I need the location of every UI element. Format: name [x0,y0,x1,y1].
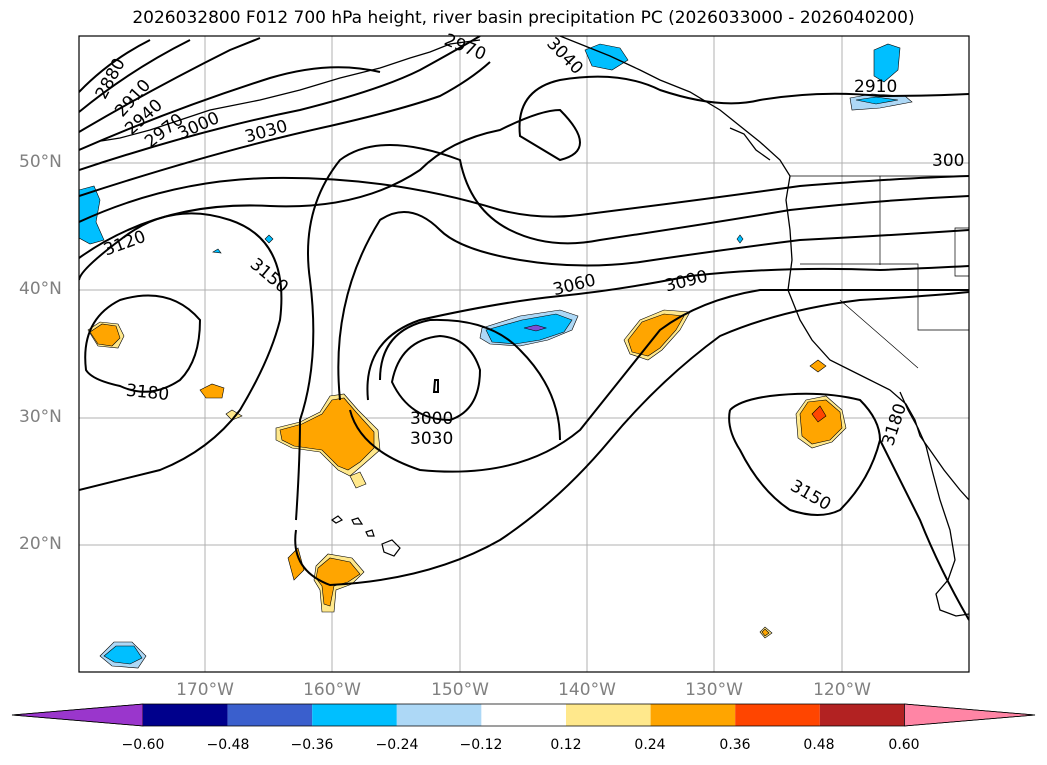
shade-west-blue [79,185,105,245]
precip-shading [79,43,913,669]
contour-label: 3040 [542,34,586,79]
lat-label-30n: 30°N [19,407,62,427]
colorbar-bin [396,704,482,726]
colorbar-outline [11,703,1036,727]
colorbar-bin [227,704,313,726]
contour-label: 3180 [879,401,911,448]
contour-label: 300 [932,151,964,171]
contour-label: 3180 [125,381,170,405]
borders [790,175,969,369]
contour-label: 3090 [663,267,710,297]
plot-frame [78,35,970,673]
contour-label: 2970 [441,30,489,65]
colorbar-tick: 0.12 [550,737,582,753]
colorbar-bin [143,704,228,726]
lat-label-50n: 50°N [19,152,62,172]
contour-label: 3150 [246,254,292,297]
colorbar-tick: −0.48 [206,737,250,753]
colorbar [11,703,1036,727]
hawaii-islands [330,515,401,557]
colorbar-tick: −0.36 [290,737,334,753]
colorbar-bin [650,704,736,726]
contour-label: 3060 [551,270,598,300]
colorbar-bin [481,704,566,726]
coastlines [100,36,969,617]
lon-label-120w: 120°W [813,680,871,700]
colorbar-tick: 0.60 [888,737,920,753]
shade-ne-blue [873,43,901,83]
contour-label: 2910 [854,77,897,97]
colorbar-tick: −0.24 [375,737,419,753]
colorbar-bin [819,704,905,726]
contour-label: 3000 [410,409,453,429]
colorbar-tick: 0.24 [634,737,666,753]
colorbar-bin [312,704,397,726]
colorbar-extend-low [11,703,144,727]
height-contours [79,36,969,621]
colorbar-tick: 0.36 [719,737,751,753]
colorbar-extend-high [904,703,1036,727]
lat-label-40n: 40°N [19,279,62,299]
lon-label-170w: 170°W [176,680,234,700]
colorbar-tick: 0.48 [803,737,835,753]
colorbar-bin [735,704,820,726]
lat-label-20n: 20°N [19,534,62,554]
contour-label: 3150 [787,476,834,515]
lon-label-160w: 160°W [303,680,361,700]
contour-label: 3030 [410,429,453,449]
colorbar-tick: −0.12 [459,737,503,753]
colorbar-tick: −0.60 [121,737,165,753]
lon-label-130w: 130°W [685,680,743,700]
map-title: 2026032800 F012 700 hPa height, river ba… [132,8,915,28]
contour-labels: 2880 2910 2940 2970 3000 3030 3120 3150 … [92,30,965,515]
lon-label-150w: 150°W [431,680,489,700]
lon-label-140w: 140°W [558,680,616,700]
shade-south-orange [287,547,305,581]
colorbar-bin [566,704,651,726]
